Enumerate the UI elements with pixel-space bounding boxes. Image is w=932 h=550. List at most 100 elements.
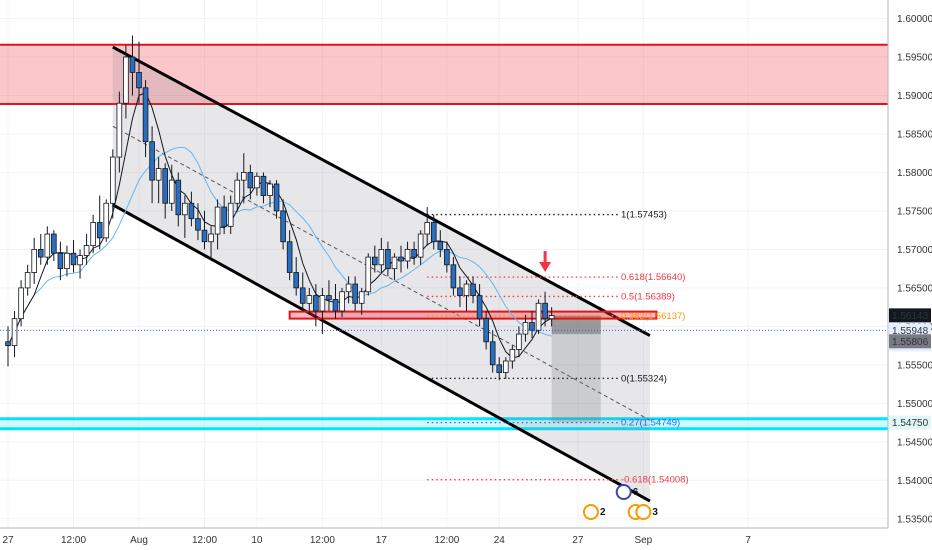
candle[interactable]: [280, 199, 286, 250]
channel-upper-line[interactable]: [112, 45, 651, 337]
candle[interactable]: [522, 314, 529, 342]
candle[interactable]: [83, 234, 90, 265]
candle[interactable]: [470, 276, 476, 304]
candle[interactable]: [149, 126, 155, 204]
candle[interactable]: [332, 284, 339, 319]
candle[interactable]: [201, 210, 208, 250]
candle[interactable]: [162, 163, 169, 219]
candle[interactable]: [214, 199, 221, 250]
candle[interactable]: [365, 253, 372, 296]
candle[interactable]: [444, 241, 450, 273]
candle[interactable]: [221, 195, 227, 235]
time-axis-panel[interactable]: [0, 528, 932, 550]
channel[interactable]: [112, 45, 651, 503]
candle-body-down: [70, 252, 77, 266]
candle[interactable]: [313, 284, 319, 327]
candle[interactable]: [404, 241, 411, 269]
candle[interactable]: [64, 245, 70, 277]
candle[interactable]: [417, 230, 424, 265]
candle[interactable]: [188, 191, 195, 227]
event-badge[interactable]: 3: [635, 504, 658, 520]
candle[interactable]: [175, 172, 182, 227]
position-box[interactable]: [551, 315, 601, 423]
candle[interactable]: [548, 307, 555, 327]
candle[interactable]: [299, 272, 306, 311]
candle[interactable]: [57, 241, 64, 281]
candles[interactable]: [5, 35, 555, 381]
candle[interactable]: [5, 326, 11, 367]
candle[interactable]: [535, 299, 542, 335]
candle[interactable]: [227, 195, 234, 235]
candle[interactable]: [110, 149, 116, 219]
candle[interactable]: [339, 287, 345, 318]
candle[interactable]: [90, 214, 96, 254]
candle[interactable]: [378, 237, 385, 273]
candle[interactable]: [424, 207, 430, 246]
candle[interactable]: [398, 245, 404, 273]
candle[interactable]: [11, 310, 18, 358]
candle[interactable]: [168, 164, 175, 211]
candle[interactable]: [286, 230, 293, 281]
candle[interactable]: [391, 253, 398, 281]
candle[interactable]: [411, 241, 417, 265]
candle[interactable]: [24, 264, 31, 296]
candle[interactable]: [371, 245, 378, 273]
candle[interactable]: [489, 330, 496, 373]
red-level[interactable]: [288, 310, 658, 320]
candle[interactable]: [542, 291, 548, 327]
candle[interactable]: [450, 257, 457, 296]
candle[interactable]: [96, 195, 103, 250]
candle[interactable]: [509, 345, 516, 369]
candle[interactable]: [155, 157, 162, 204]
price-axis-panel[interactable]: [888, 0, 932, 550]
candle[interactable]: [502, 357, 509, 379]
candle[interactable]: [195, 203, 201, 241]
channel-lower-line[interactable]: [112, 203, 651, 503]
candle[interactable]: [247, 164, 254, 200]
candle[interactable]: [123, 45, 129, 119]
candle[interactable]: [70, 240, 77, 273]
candle[interactable]: [326, 280, 332, 311]
candle[interactable]: [234, 172, 241, 211]
candle[interactable]: [142, 80, 149, 158]
candle[interactable]: [31, 237, 37, 285]
candle[interactable]: [182, 195, 188, 238]
candle[interactable]: [77, 249, 83, 279]
candle[interactable]: [44, 226, 51, 265]
candle[interactable]: [352, 276, 358, 311]
candle[interactable]: [319, 287, 326, 335]
candle-body-up: [345, 283, 352, 293]
candle[interactable]: [260, 172, 267, 204]
event-badge[interactable]: 2: [582, 504, 606, 520]
candle[interactable]: [267, 180, 273, 208]
risk-box[interactable]: [551, 315, 601, 335]
candle[interactable]: [254, 172, 260, 196]
candle[interactable]: [18, 280, 24, 327]
fib-retracement[interactable]: 1(1.57453) 0.618(1.56640) 0.5(1.56389) 0.38…: [288, 210, 689, 486]
price-tick-label: 1.53500: [897, 514, 932, 525]
event-badge[interactable]: 6: [615, 484, 639, 500]
candle[interactable]: [457, 276, 463, 308]
candle[interactable]: [129, 35, 136, 96]
candle[interactable]: [293, 257, 299, 296]
candle-body-up: [339, 291, 345, 312]
candle[interactable]: [496, 357, 503, 381]
candle[interactable]: [430, 214, 437, 250]
candle[interactable]: [385, 241, 391, 277]
candle[interactable]: [136, 41, 142, 104]
candle[interactable]: [516, 326, 522, 358]
candle[interactable]: [116, 91, 123, 173]
candle[interactable]: [345, 276, 352, 304]
candle[interactable]: [437, 230, 444, 258]
candle[interactable]: [240, 153, 247, 204]
candle[interactable]: [358, 287, 365, 315]
candle[interactable]: [208, 226, 214, 258]
candle[interactable]: [463, 280, 470, 311]
candle[interactable]: [51, 230, 57, 261]
candle[interactable]: [37, 234, 44, 265]
candle[interactable]: [103, 199, 110, 242]
candle[interactable]: [306, 287, 313, 315]
candle[interactable]: [476, 284, 483, 327]
candle[interactable]: [273, 180, 280, 219]
